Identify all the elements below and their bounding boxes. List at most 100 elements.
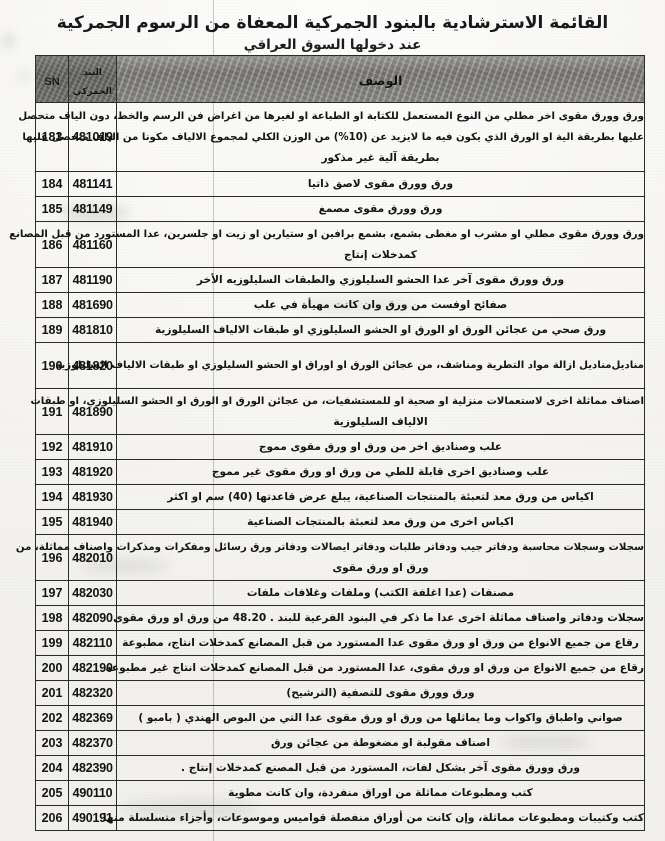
cell-sn: 184 xyxy=(35,171,69,197)
table-row: مناديل‌مناديل ازالة مواد التطرية ومناشف،… xyxy=(35,342,645,389)
cell-description: ورق وورق مقوى مصمغ xyxy=(116,196,645,222)
cell-tariff-code: 481890 xyxy=(68,388,117,435)
table-row: رقاع من جميع الانواع من ورق او ورق مقوى … xyxy=(35,630,645,656)
table-row: علب وصناديق اخر من ورق او ورق مقوى مموج 4… xyxy=(35,434,645,460)
cell-sn: 203 xyxy=(35,730,69,756)
cell-sn: 193 xyxy=(35,459,69,485)
table-row: سجلات ودفاتر واصناف مماثلة اخرى عدا ما ذ… xyxy=(35,605,645,631)
cell-sn: 188 xyxy=(35,292,69,318)
cell-description: سجلات ودفاتر واصناف مماثلة اخرى عدا ما ذ… xyxy=(113,605,645,631)
cell-description: رقاع من جميع الانواع من ورق او ورق مقوى،… xyxy=(105,655,645,681)
cell-tariff-code: 490110 xyxy=(68,780,117,806)
description-line: ورق او ورق مقوى xyxy=(332,561,429,574)
column-header-tariff-code-label-1: البند xyxy=(82,68,102,78)
table-row: ورق وورق مقوى للتصفية (الترشيح) 482320 201 xyxy=(35,680,645,706)
table-row: سجلات وسجلات محاسبة ودفاتر جيب ودفاتر طل… xyxy=(16,534,645,581)
cell-tariff-code: 481690 xyxy=(68,292,117,318)
cell-sn: 195 xyxy=(35,509,69,535)
cell-description: ورق وورق مقوى اخر مطلي من النوع المستعمل… xyxy=(18,102,645,172)
description-line: ورق وورق مقوى اخر مطلي من النوع المستعمل… xyxy=(18,110,644,122)
cell-tariff-code: 482370 xyxy=(68,730,117,756)
table-row: اكياس من ورق معد لتعبئة بالمنتجات الصناع… xyxy=(35,484,645,510)
column-header-tariff-code-label-2: الجمركي xyxy=(73,87,112,97)
cell-description: سجلات وسجلات محاسبة ودفاتر جيب ودفاتر طل… xyxy=(16,534,645,581)
description-line: ورق صحي من عجائن الورق او الورق او الحشو… xyxy=(154,323,607,336)
cell-description: اصناف مقولبة او مضغوطة من عجائن ورق xyxy=(116,730,645,756)
cell-sn: 196 xyxy=(35,534,69,581)
cell-sn: 183 xyxy=(35,102,69,172)
description-line: كمدخلات إنتاج xyxy=(344,248,417,261)
cell-tariff-code: 482320 xyxy=(68,680,117,706)
cell-description: ورق صحي من عجائن الورق او الورق او الحشو… xyxy=(116,317,645,343)
table-row: صفائح اوفست من ورق وان كانت مهيأة في علب… xyxy=(35,292,645,318)
cell-sn: 201 xyxy=(35,680,69,706)
table-row: كتب ومطبوعات مماثلة من اوراق منفردة، وان… xyxy=(35,780,645,806)
cell-tariff-code: 490191 xyxy=(68,805,117,831)
cell-sn: 197 xyxy=(35,580,69,606)
cell-sn: 202 xyxy=(35,705,69,731)
cell-sn: 187 xyxy=(35,267,69,293)
cell-tariff-code: 482369 xyxy=(68,705,117,731)
cell-tariff-code: 481930 xyxy=(68,484,117,510)
cell-description: اصناف مماثلة اخرى لاستعمالات منزلية او ص… xyxy=(31,388,645,435)
description-line: رقاع من جميع الانواع من ورق او ورق مقوى،… xyxy=(105,661,644,674)
cell-description: صفائح اوفست من ورق وان كانت مهيأة في علب xyxy=(116,292,645,318)
description-line: كتب ومطبوعات مماثلة من اوراق منفردة، وان… xyxy=(228,786,533,799)
cell-sn: 206 xyxy=(35,805,69,831)
cell-sn: 190 xyxy=(35,342,69,389)
table-row: صواني واطباق واكواب وما يماثلها من ورق ا… xyxy=(35,705,645,731)
description-line: عليها بطريقة الية او الورق الذي يكون فيه… xyxy=(22,131,644,143)
cell-sn: 185 xyxy=(35,196,69,222)
cell-tariff-code: 482190 xyxy=(68,655,117,681)
column-header-description: الوصف xyxy=(116,55,645,103)
cell-tariff-code: 481149 xyxy=(68,196,117,222)
column-header-description-label: الوصف xyxy=(358,72,403,88)
cell-tariff-code: 481141 xyxy=(68,171,117,197)
cell-sn: 204 xyxy=(35,755,69,781)
cell-sn: 189 xyxy=(35,317,69,343)
cell-sn: 198 xyxy=(35,605,69,631)
cell-sn: 199 xyxy=(35,630,69,656)
tariff-table: الوصف البند الجمركي SN ورق وورق مقوى اخر… xyxy=(9,55,645,831)
cell-tariff-code: 482110 xyxy=(68,630,117,656)
cell-description: ورق وورق مقوى آخر بشكل لفات، المستورد من… xyxy=(116,755,645,781)
description-line: صفائح اوفست من ورق وان كانت مهيأة في علب xyxy=(253,298,508,311)
description-line: مناديل‌مناديل ازالة مواد التطرية ومناشف،… xyxy=(55,360,644,371)
description-line: بطريقة آلية غير مذكور xyxy=(321,151,440,164)
cell-description: مناديل‌مناديل ازالة مواد التطرية ومناشف،… xyxy=(55,342,645,389)
cell-sn: 205 xyxy=(35,780,69,806)
description-line: ورق وورق مقوى آخر عدا الحشو السليلوزي وا… xyxy=(196,273,565,286)
cell-tariff-code: 481810 xyxy=(68,317,117,343)
column-header-sn: SN xyxy=(35,55,69,103)
cell-description: اكياس اخرى من ورق معد لتعبئة بالمنتجات ا… xyxy=(116,509,645,535)
table-row: ورق وورق مقوى آخر عدا الحشو السليلوزي وا… xyxy=(35,267,645,293)
description-line: اكياس اخرى من ورق معد لتعبئة بالمنتجات ا… xyxy=(247,515,514,528)
description-line: ورق وورق مقوى آخر بشكل لفات، المستورد من… xyxy=(181,761,580,774)
table-row: رقاع من جميع الانواع من ورق او ورق مقوى،… xyxy=(35,655,645,681)
cell-tariff-code: 481920 xyxy=(68,459,117,485)
description-line: ورق وورق مقوى للتصفية (الترشيح) xyxy=(286,686,475,699)
column-header-tariff-code: البند الجمركي xyxy=(68,55,117,103)
description-line: صواني واطباق واكواب وما يماثلها من ورق ا… xyxy=(138,711,623,724)
cell-description: ورق وورق مقوى مطلي او مشرب او مغطى بشمع،… xyxy=(9,221,645,268)
table-row: ورق وورق مقوى اخر مطلي من النوع المستعمل… xyxy=(18,102,645,172)
table-header-row: الوصف البند الجمركي SN xyxy=(35,55,645,103)
document-title: القائمة الاسترشادية بالبنود الجمركية الم… xyxy=(0,12,665,55)
cell-tariff-code: 481820 xyxy=(68,342,117,389)
cell-tariff-code: 482010 xyxy=(68,534,117,581)
cell-tariff-code: 482090 xyxy=(68,605,117,631)
description-line: اكياس من ورق معد لتعبئة بالمنتجات الصناع… xyxy=(167,490,594,503)
column-header-sn-label: SN xyxy=(44,75,60,88)
cell-description: علب وصناديق اخرى قابلة للطي من ورق او ور… xyxy=(116,459,645,485)
table-row: ورق وورق مقوى آخر بشكل لفات، المستورد من… xyxy=(35,755,645,781)
table-body: ورق وورق مقوى اخر مطلي من النوع المستعمل… xyxy=(9,102,645,831)
cell-description: ورق وورق مقوى آخر عدا الحشو السليلوزي وا… xyxy=(116,267,645,293)
table-row: ورق وورق مقوى مطلي او مشرب او مغطى بشمع،… xyxy=(9,221,645,268)
table-row: مصنفات (عدا اغلفة الكتب) وملفات وغلافات … xyxy=(35,580,645,606)
cell-sn: 186 xyxy=(35,221,69,268)
cell-description: كتب ومطبوعات مماثلة من اوراق منفردة، وان… xyxy=(116,780,645,806)
tariff-table-container: الوصف البند الجمركي SN ورق وورق مقوى اخر… xyxy=(9,55,645,831)
description-line: كتب وكتيبات ومطبوعات مماثلة، وإن كانت من… xyxy=(102,811,644,824)
table-row: ورق وورق مقوى لاصق ذاتيا 481141 184 xyxy=(35,171,645,197)
cell-tariff-code: 481190 xyxy=(68,267,117,293)
